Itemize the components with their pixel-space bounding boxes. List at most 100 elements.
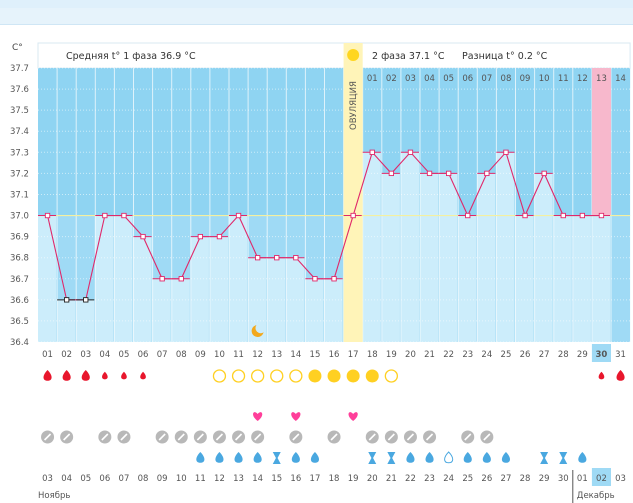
bar-day-18: [362, 152, 381, 342]
bg-above: [38, 68, 631, 216]
phase2-day-label: 04: [424, 74, 435, 84]
data-point-day-09: [197, 233, 203, 240]
pill-icon-mark: [483, 433, 491, 441]
month-right-label: Декабрь: [577, 491, 615, 501]
x-tick-label: 16: [329, 350, 340, 360]
bar-day-25: [496, 152, 515, 342]
date-label: 27: [501, 474, 512, 484]
x-tick-label: 15: [310, 350, 321, 360]
data-point-day-18: [369, 149, 375, 155]
sun-filled-icon: [365, 369, 379, 383]
y-tick-label: 37.6: [10, 85, 29, 95]
phase2-day-label: 11: [558, 74, 569, 84]
ovulation-sun-icon: [347, 49, 360, 61]
phase-difference: Разница t° 0.2 °C: [462, 51, 548, 62]
data-point-day-11: [235, 212, 242, 219]
bar-day-14: [286, 257, 305, 342]
x-tick-label: 23: [462, 350, 473, 360]
blood-drop-icon: [140, 371, 146, 380]
date-label: 23: [424, 474, 435, 484]
pill-icon-mark: [406, 433, 415, 441]
data-point-day-01: [44, 212, 51, 219]
sun-outline-icon: [289, 369, 303, 383]
x-tick-label: 30: [596, 350, 608, 360]
x-tick-label: 04: [99, 350, 110, 360]
bar-day-13: [267, 257, 286, 342]
x-tick-label: 06: [138, 350, 149, 360]
heart-icon: [253, 412, 263, 421]
x-tick-label: 19: [386, 350, 397, 360]
header-band: [37, 42, 631, 69]
bar-day-05: [114, 215, 133, 342]
date-label: 14: [252, 474, 263, 484]
water-drop-icon: [253, 452, 262, 463]
data-point-day-05: [121, 212, 127, 219]
date-label: 06: [99, 474, 110, 484]
phase2-day-label: 09: [520, 74, 531, 84]
data-point-day-20: [407, 149, 414, 155]
date-label: 16: [290, 474, 301, 484]
highlight-date-cell: [591, 468, 611, 486]
data-point-day-06: [140, 233, 146, 240]
hourglass-icon: [368, 452, 377, 464]
bar-day-22: [439, 173, 458, 342]
date-label: 03: [615, 474, 626, 484]
data-point-day-16: [331, 276, 337, 282]
x-tick-label: 08: [176, 350, 187, 360]
pill-icon-mark: [234, 433, 243, 441]
data-point-day-28: [560, 212, 566, 219]
data-point-day-13: [274, 255, 280, 261]
y-tick-label: 36.5: [10, 317, 29, 327]
data-point-day-14: [293, 255, 299, 261]
pill-icon-mark: [101, 433, 109, 441]
x-tick-label: 18: [367, 350, 378, 360]
hourglass-icon: [387, 452, 396, 464]
water-drop-icon: [310, 452, 319, 463]
bar-day-08: [171, 278, 190, 342]
x-tick-label: 09: [195, 350, 206, 360]
sun-outline-icon: [250, 369, 265, 383]
data-point-day-25: [503, 149, 509, 155]
date-label: 07: [119, 474, 130, 484]
blood-drop-icon: [81, 370, 90, 381]
x-tick-label: 14: [290, 350, 301, 360]
phase2-day-label: 12: [577, 74, 588, 84]
y-tick-label: 37.2: [10, 169, 29, 179]
bar-day-20: [400, 152, 419, 342]
bar-day-03: [76, 299, 95, 342]
bar-day-10: [209, 236, 228, 342]
pill-icon-mark: [387, 433, 395, 441]
sun-outline-icon: [384, 369, 399, 383]
date-label: 08: [138, 474, 149, 484]
sun-filled-icon: [346, 369, 360, 383]
blood-drop-icon: [43, 370, 52, 381]
x-tick-label: 25: [501, 350, 512, 360]
bar-day-27: [534, 173, 553, 342]
data-point-day-24: [484, 170, 490, 177]
data-point-day-15: [312, 276, 318, 282]
blood-drop-icon: [616, 370, 625, 381]
date-label: 30: [558, 474, 569, 484]
data-point-day-27: [541, 170, 547, 177]
phase2-average: 2 фаза 37.1 °C: [372, 51, 445, 62]
data-point-day-07: [159, 276, 165, 282]
y-tick-label: 37.4: [10, 127, 29, 137]
data-point-day-08: [178, 276, 184, 282]
sun-outline-icon: [231, 369, 246, 383]
phase2-day-label: 02: [386, 74, 397, 84]
x-tick-label: 31: [615, 350, 626, 360]
x-tick-label: 24: [481, 350, 492, 360]
bar-day-06: [133, 236, 152, 342]
pill-icon-mark: [120, 433, 128, 441]
heart-icon: [348, 412, 358, 421]
phase1-average: Средняя t° 1 фаза 36.9 °C: [66, 51, 196, 62]
date-label: 09: [157, 474, 168, 484]
bar-day-16: [324, 278, 343, 342]
data-point-day-19: [388, 170, 394, 177]
water-drop-icon: [196, 452, 205, 463]
bar-day-02: [57, 299, 76, 342]
x-tick-label: 22: [443, 350, 454, 360]
bar-day-09: [190, 236, 209, 342]
pill-icon-mark: [368, 433, 376, 441]
